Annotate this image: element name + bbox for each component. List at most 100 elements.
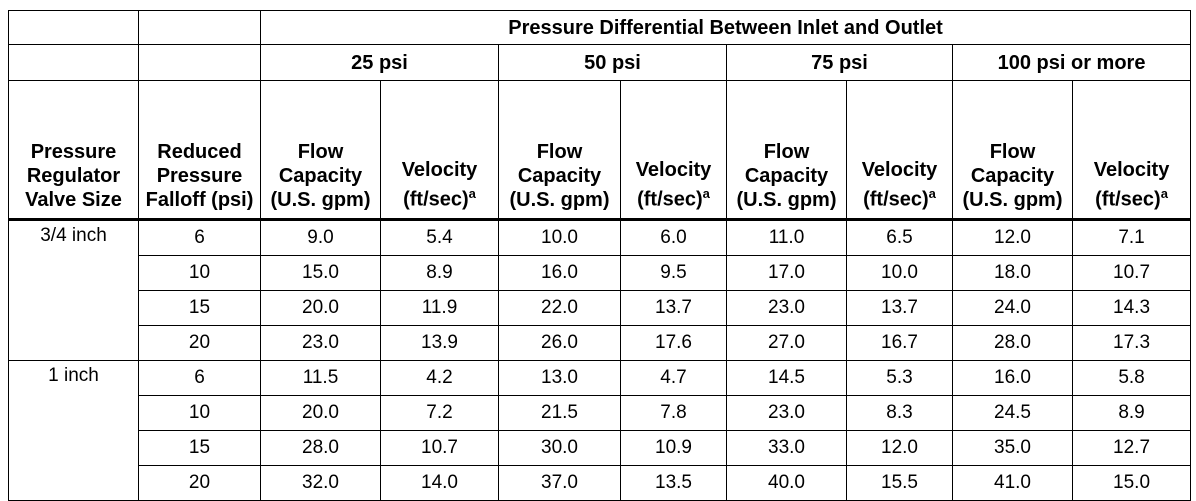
- pressure-header: 25 psi: [260, 44, 499, 81]
- cell: 8.3: [846, 395, 953, 431]
- empty-cell: [138, 10, 261, 45]
- cell: 10.7: [1071, 255, 1192, 291]
- valve-size: 3/4 inch: [8, 219, 139, 361]
- cell: 15: [138, 290, 261, 326]
- header-text: Velocity (ft/sec): [1093, 159, 1170, 211]
- cell: 17.3: [1071, 325, 1192, 361]
- header-row: Pressure Regulator Valve Size Reduced Pr…: [8, 80, 1192, 221]
- cell: 14.5: [726, 360, 847, 396]
- table-header: Pressure Differential Between Inlet and …: [8, 10, 1192, 221]
- cell: 14.0: [380, 465, 499, 501]
- cell: 6: [138, 219, 261, 256]
- cell: 4.2: [380, 360, 499, 396]
- cell: 10.0: [498, 219, 621, 256]
- pressure-header: 100 psi or more: [951, 44, 1192, 81]
- cell: 11.5: [260, 360, 381, 396]
- cell: 15: [138, 430, 261, 466]
- empty-cell: [8, 44, 139, 81]
- cell: 6.0: [620, 219, 727, 256]
- column-header: Pressure Regulator Valve Size: [8, 80, 139, 221]
- cell: 18.0: [952, 255, 1073, 291]
- pressure-header: 50 psi: [498, 44, 727, 81]
- pressure-header: 75 psi: [726, 44, 953, 81]
- data-row: 10 20.0 7.2 21.5 7.8 23.0 8.3 24.5 8.9: [9, 395, 1192, 431]
- column-header: Velocity (ft/sec)a: [846, 80, 953, 221]
- cell: 5.3: [846, 360, 953, 396]
- cell: 7.2: [380, 395, 499, 431]
- cell: 15.0: [260, 255, 381, 291]
- cell: 21.5: [498, 395, 621, 431]
- header-row: Pressure Differential Between Inlet and …: [8, 10, 1192, 45]
- header-row: 25 psi 50 psi 75 psi 100 psi or more: [8, 44, 1192, 81]
- cell: 10.9: [620, 430, 727, 466]
- footnote-mark: a: [468, 186, 476, 202]
- cell: 17.6: [620, 325, 727, 361]
- footnote-mark: a: [702, 186, 710, 202]
- group-header: Pressure Differential Between Inlet and …: [259, 10, 1192, 45]
- cell: 27.0: [726, 325, 847, 361]
- cell: 13.0: [498, 360, 621, 396]
- header-text: Velocity (ft/sec): [635, 159, 712, 211]
- data-row: 1 inch 6 11.5 4.2 13.0 4.7 14.5 5.3 16.0 5.8: [8, 360, 1192, 501]
- cell: 10: [138, 395, 261, 431]
- cell: 23.0: [260, 325, 381, 361]
- cell: 12.7: [1071, 430, 1192, 466]
- cell: 11.9: [380, 290, 499, 326]
- cell: 13.5: [620, 465, 727, 501]
- column-header: Flow Capacity (U.S. gpm): [726, 80, 847, 221]
- data-row: 10 15.0 8.9 16.0 9.5 17.0 10.0 18.0 10.7: [9, 255, 1192, 291]
- cell: 28.0: [260, 430, 381, 466]
- cell: 28.0: [952, 325, 1073, 361]
- cell: 16.0: [498, 255, 621, 291]
- cell: 40.0: [726, 465, 847, 501]
- cell: 17.0: [726, 255, 847, 291]
- empty-cell: [8, 10, 139, 45]
- data-row: 20 32.0 14.0 37.0 13.5 40.0 15.5 41.0 15.0: [9, 465, 1192, 501]
- cell: 13.9: [380, 325, 499, 361]
- cell: 30.0: [498, 430, 621, 466]
- cell: 33.0: [726, 430, 847, 466]
- cell: 20: [138, 465, 261, 501]
- header-text: Velocity (ft/sec): [401, 159, 478, 211]
- cell: 13.7: [846, 290, 953, 326]
- cell: 24.5: [952, 395, 1073, 431]
- cell: 13.7: [620, 290, 727, 326]
- cell: 6.5: [846, 219, 953, 256]
- cell: 23.0: [726, 290, 847, 326]
- footnote-mark: a: [928, 186, 936, 202]
- cell: 9.5: [620, 255, 727, 291]
- cell: 32.0: [260, 465, 381, 501]
- column-header: Flow Capacity (U.S. gpm): [260, 80, 381, 221]
- column-header: Reduced Pressure Falloff (psi): [138, 80, 261, 221]
- cell: 23.0: [726, 395, 847, 431]
- data-row: 20 23.0 13.9 26.0 17.6 27.0 16.7 28.0 17.3: [9, 325, 1192, 361]
- cell: 41.0: [952, 465, 1073, 501]
- cell: 22.0: [498, 290, 621, 326]
- cell: 24.0: [952, 290, 1073, 326]
- cell: 5.4: [380, 219, 499, 256]
- column-header: Flow Capacity (U.S. gpm): [952, 80, 1073, 221]
- table-body: 3/4 inch 6 9.0 5.4 10.0 6.0 11.0 6.5 12.0 7.1 10 15…: [8, 219, 1192, 501]
- column-header: Flow Capacity (U.S. gpm): [498, 80, 621, 221]
- cell: 10: [138, 255, 261, 291]
- cell: 7.8: [620, 395, 727, 431]
- cell: 5.8: [1071, 360, 1192, 396]
- column-header: Velocity (ft/sec)a: [1071, 80, 1192, 221]
- column-header: Velocity (ft/sec)a: [380, 80, 499, 221]
- cell: 12.0: [846, 430, 953, 466]
- cell: 20: [138, 325, 261, 361]
- footnote-mark: a: [1160, 186, 1168, 202]
- cell: 15.5: [846, 465, 953, 501]
- cell: 10.0: [846, 255, 953, 291]
- column-header: Velocity (ft/sec)a: [620, 80, 727, 221]
- cell: 16.7: [846, 325, 953, 361]
- data-row: 15 20.0 11.9 22.0 13.7 23.0 13.7 24.0 14.3: [9, 290, 1192, 326]
- cell: 8.9: [380, 255, 499, 291]
- header-text: Velocity (ft/sec): [861, 159, 938, 211]
- cell: 20.0: [260, 395, 381, 431]
- valve-size: 1 inch: [8, 360, 139, 501]
- cell: 6: [138, 360, 261, 396]
- data-row: 15 28.0 10.7 30.0 10.9 33.0 12.0 35.0 12.7: [9, 430, 1192, 466]
- empty-cell: [138, 44, 261, 81]
- cell: 8.9: [1071, 395, 1192, 431]
